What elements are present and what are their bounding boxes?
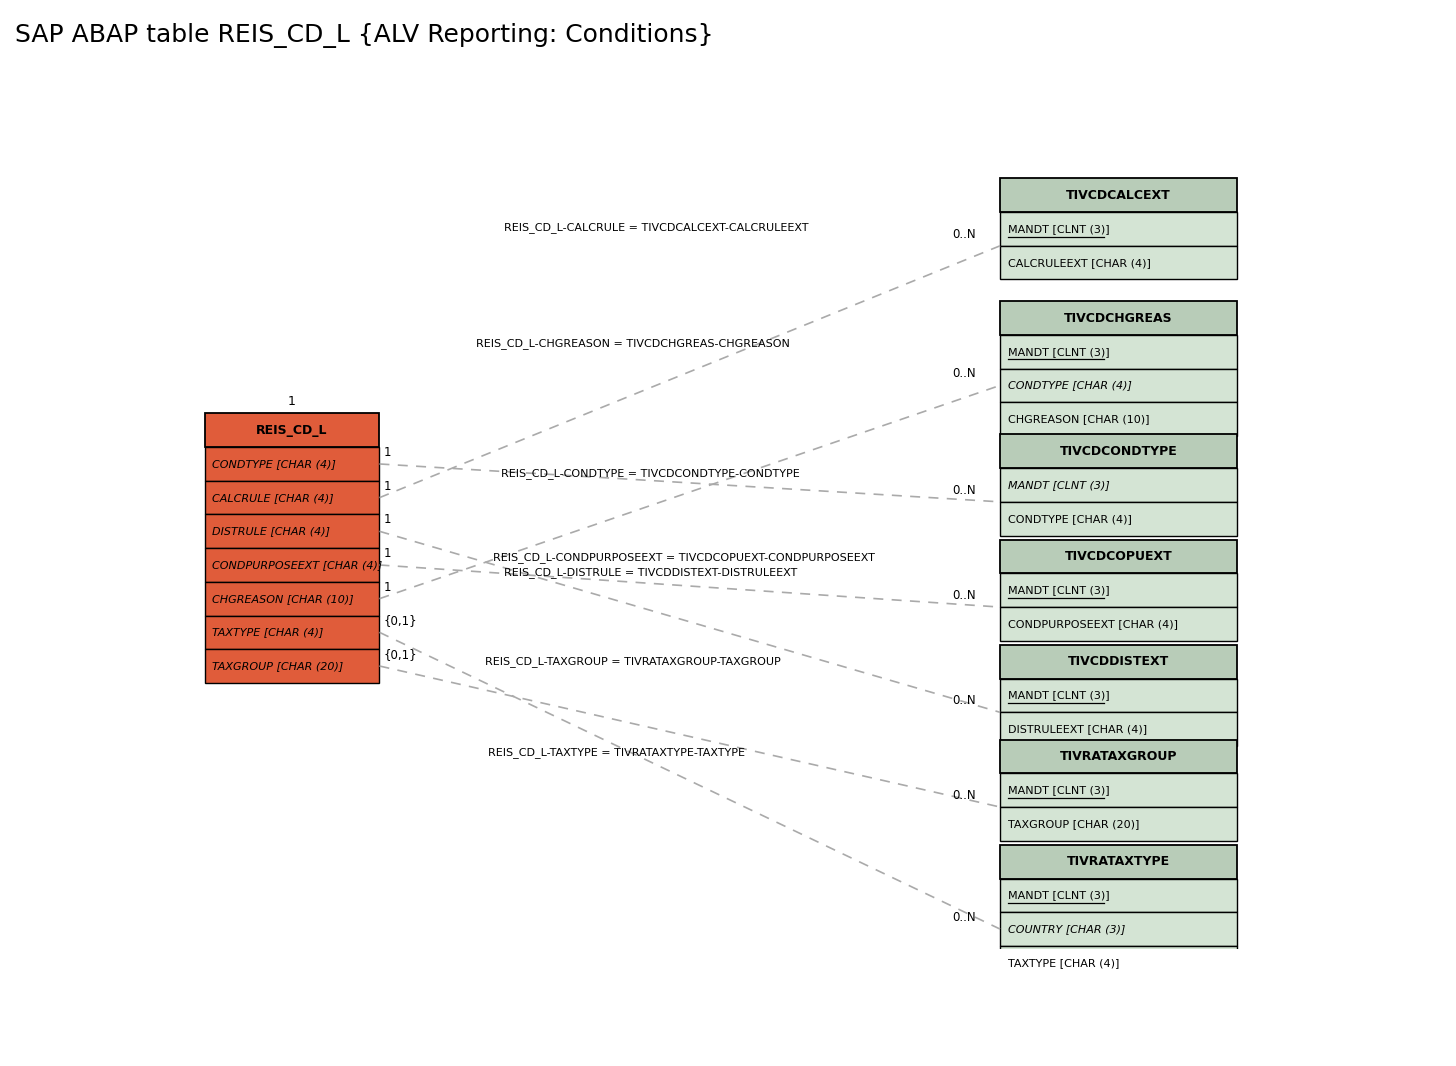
Text: DISTRULEEXT [CHAR (4)]: DISTRULEEXT [CHAR (4)] — [1008, 724, 1147, 734]
FancyBboxPatch shape — [1000, 335, 1238, 369]
Text: MANDT [CLNT (3)]: MANDT [CLNT (3)] — [1008, 786, 1109, 795]
Text: REIS_CD_L-DISTRULE = TIVCDDISTEXT-DISTRULEEXT: REIS_CD_L-DISTRULE = TIVCDDISTEXT-DISTRU… — [504, 567, 796, 578]
Text: REIS_CD_L-CALCRULE = TIVCDCALCEXT-CALCRULEEXT: REIS_CD_L-CALCRULE = TIVCDCALCEXT-CALCRU… — [504, 222, 808, 233]
Text: 0..N: 0..N — [952, 484, 977, 497]
Text: CONDTYPE [CHAR (4)]: CONDTYPE [CHAR (4)] — [1008, 514, 1131, 523]
FancyBboxPatch shape — [1000, 679, 1238, 712]
Text: 0..N: 0..N — [952, 228, 977, 241]
FancyBboxPatch shape — [1000, 178, 1238, 212]
Text: MANDT [CLNT (3)]: MANDT [CLNT (3)] — [1008, 890, 1109, 901]
Text: 1: 1 — [384, 547, 392, 560]
Text: 1: 1 — [384, 480, 392, 492]
FancyBboxPatch shape — [1000, 773, 1238, 807]
Text: TAXGROUP [CHAR (20)]: TAXGROUP [CHAR (20)] — [213, 661, 344, 671]
FancyBboxPatch shape — [1000, 302, 1238, 335]
Text: TIVCDCALCEXT: TIVCDCALCEXT — [1066, 189, 1171, 201]
Text: 0..N: 0..N — [952, 694, 977, 708]
Text: 1: 1 — [384, 581, 392, 594]
Text: COUNTRY [CHAR (3)]: COUNTRY [CHAR (3)] — [1008, 924, 1125, 934]
FancyBboxPatch shape — [1000, 435, 1238, 468]
FancyBboxPatch shape — [1000, 740, 1238, 773]
FancyBboxPatch shape — [1000, 607, 1238, 641]
Text: 0..N: 0..N — [952, 589, 977, 602]
FancyBboxPatch shape — [1000, 878, 1238, 912]
Text: CHGREASON [CHAR (10)]: CHGREASON [CHAR (10)] — [213, 594, 354, 603]
Text: CONDPURPOSEEXT [CHAR (4)]: CONDPURPOSEEXT [CHAR (4)] — [1008, 619, 1178, 629]
Text: 0..N: 0..N — [952, 789, 977, 802]
FancyBboxPatch shape — [1000, 645, 1238, 679]
FancyBboxPatch shape — [1000, 712, 1238, 746]
Text: REIS_CD_L-TAXTYPE = TIVRATAXTYPE-TAXTYPE: REIS_CD_L-TAXTYPE = TIVRATAXTYPE-TAXTYPE — [488, 747, 745, 758]
FancyBboxPatch shape — [204, 414, 380, 447]
Text: REIS_CD_L-TAXGROUP = TIVRATAXGROUP-TAXGROUP: REIS_CD_L-TAXGROUP = TIVRATAXGROUP-TAXGR… — [485, 656, 782, 666]
Text: TAXTYPE [CHAR (4)]: TAXTYPE [CHAR (4)] — [213, 627, 323, 637]
Text: TIVCDCHGREAS: TIVCDCHGREAS — [1064, 311, 1174, 324]
FancyBboxPatch shape — [204, 649, 380, 683]
Text: MANDT [CLNT (3)]: MANDT [CLNT (3)] — [1008, 346, 1109, 357]
Text: CONDPURPOSEEXT [CHAR (4)]: CONDPURPOSEEXT [CHAR (4)] — [213, 560, 383, 570]
Text: {0,1}: {0,1} — [384, 614, 418, 628]
Text: MANDT [CLNT (3)]: MANDT [CLNT (3)] — [1008, 480, 1109, 490]
Text: 0..N: 0..N — [952, 368, 977, 381]
FancyBboxPatch shape — [204, 515, 380, 548]
FancyBboxPatch shape — [1000, 246, 1238, 279]
FancyBboxPatch shape — [204, 548, 380, 582]
Text: CHGREASON [CHAR (10)]: CHGREASON [CHAR (10)] — [1008, 414, 1149, 424]
Text: TIVRATAXGROUP: TIVRATAXGROUP — [1060, 750, 1178, 763]
FancyBboxPatch shape — [204, 582, 380, 615]
Text: REIS_CD_L-CONDPURPOSEEXT = TIVCDCOPUEXT-CONDPURPOSEEXT: REIS_CD_L-CONDPURPOSEEXT = TIVCDCOPUEXT-… — [494, 552, 875, 564]
FancyBboxPatch shape — [1000, 502, 1238, 535]
FancyBboxPatch shape — [204, 447, 380, 481]
Text: TAXTYPE [CHAR (4)]: TAXTYPE [CHAR (4)] — [1008, 957, 1120, 968]
FancyBboxPatch shape — [1000, 912, 1238, 946]
Text: REIS_CD_L: REIS_CD_L — [256, 424, 328, 437]
Text: MANDT [CLNT (3)]: MANDT [CLNT (3)] — [1008, 224, 1109, 233]
FancyBboxPatch shape — [1000, 539, 1238, 574]
FancyBboxPatch shape — [1000, 807, 1238, 841]
FancyBboxPatch shape — [1000, 369, 1238, 402]
Text: REIS_CD_L-CONDTYPE = TIVCDCONDTYPE-CONDTYPE: REIS_CD_L-CONDTYPE = TIVCDCONDTYPE-CONDT… — [501, 468, 799, 480]
Text: MANDT [CLNT (3)]: MANDT [CLNT (3)] — [1008, 691, 1109, 700]
FancyBboxPatch shape — [204, 481, 380, 515]
FancyBboxPatch shape — [1000, 946, 1238, 980]
Text: TIVCDCOPUEXT: TIVCDCOPUEXT — [1064, 550, 1172, 563]
Text: 1: 1 — [288, 395, 296, 408]
Text: {0,1}: {0,1} — [384, 648, 418, 661]
Text: TIVCDCONDTYPE: TIVCDCONDTYPE — [1060, 445, 1178, 457]
Text: TIVRATAXTYPE: TIVRATAXTYPE — [1067, 855, 1171, 868]
FancyBboxPatch shape — [1000, 402, 1238, 436]
Text: CONDTYPE [CHAR (4)]: CONDTYPE [CHAR (4)] — [1008, 381, 1131, 390]
Text: SAP ABAP table REIS_CD_L {ALV Reporting: Conditions}: SAP ABAP table REIS_CD_L {ALV Reporting:… — [15, 23, 713, 48]
Text: 1: 1 — [384, 514, 392, 527]
FancyBboxPatch shape — [1000, 468, 1238, 502]
Text: 0..N: 0..N — [952, 911, 977, 924]
Text: DISTRULE [CHAR (4)]: DISTRULE [CHAR (4)] — [213, 527, 331, 536]
Text: MANDT [CLNT (3)]: MANDT [CLNT (3)] — [1008, 585, 1109, 595]
Text: CONDTYPE [CHAR (4)]: CONDTYPE [CHAR (4)] — [213, 459, 336, 469]
FancyBboxPatch shape — [1000, 212, 1238, 246]
Text: TIVCDDISTEXT: TIVCDDISTEXT — [1067, 656, 1169, 668]
Text: TAXGROUP [CHAR (20)]: TAXGROUP [CHAR (20)] — [1008, 819, 1140, 829]
FancyBboxPatch shape — [1000, 574, 1238, 607]
Text: CALCRULEEXT [CHAR (4)]: CALCRULEEXT [CHAR (4)] — [1008, 258, 1150, 268]
Text: REIS_CD_L-CHGREASON = TIVCDCHGREAS-CHGREASON: REIS_CD_L-CHGREASON = TIVCDCHGREAS-CHGRE… — [476, 339, 791, 350]
Text: CALCRULE [CHAR (4)]: CALCRULE [CHAR (4)] — [213, 492, 333, 503]
Text: 1: 1 — [384, 446, 392, 459]
FancyBboxPatch shape — [1000, 845, 1238, 878]
FancyBboxPatch shape — [204, 615, 380, 649]
